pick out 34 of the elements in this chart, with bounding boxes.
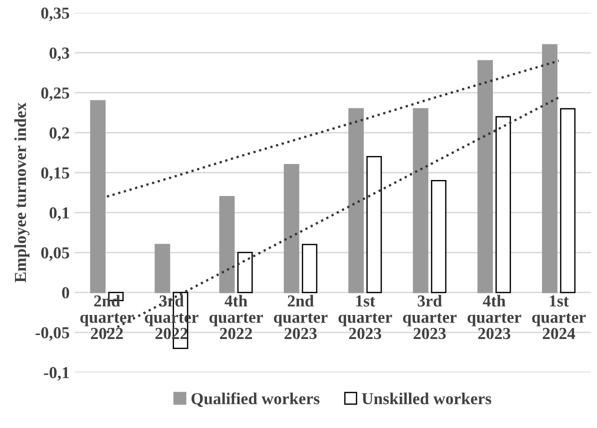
y-tick-label: 0,05 — [41, 247, 70, 261]
y-tick-label: 0,3 — [50, 47, 70, 62]
bar — [284, 164, 300, 294]
x-tick-label: 4th quarter 2022 — [209, 294, 263, 340]
bar — [430, 180, 446, 294]
bar — [542, 44, 558, 294]
y-tick-label: -0,1 — [44, 367, 69, 381]
bar — [366, 156, 382, 294]
legend-label: Unskilled workers — [362, 392, 492, 404]
y-tick-label: 0,1 — [50, 207, 69, 221]
legend-label: Qualified workers — [192, 392, 320, 407]
line-series — [106, 60, 560, 198]
x-tick-label: 2nd quarter 2023 — [274, 294, 328, 340]
x-tick-label: 1st quarter 2023 — [338, 295, 392, 340]
bar — [496, 116, 511, 294]
y-tick-label: 0,15 — [41, 167, 70, 181]
x-tick-label: 1st quarter 2024 — [532, 295, 586, 340]
bar — [237, 252, 253, 294]
bar — [154, 244, 170, 294]
bar — [412, 108, 428, 294]
y-tick-label: 0 — [62, 287, 70, 298]
bar — [219, 196, 235, 294]
bar — [477, 60, 493, 294]
bar — [302, 244, 318, 294]
y-axis-title: Employee turnover index — [14, 102, 30, 282]
y-tick-label: 0,25 — [41, 87, 70, 102]
x-tick-label: 4th quarter 2023 — [468, 294, 522, 340]
x-tick-label: 3rd quarter 2023 — [403, 294, 457, 340]
y-tick-label: 0,35 — [41, 8, 70, 22]
y-tick-label: -0,05 — [36, 327, 70, 341]
y-tick-label: 0,2 — [50, 127, 70, 142]
bar — [90, 100, 106, 294]
bar — [560, 108, 576, 294]
bar — [348, 108, 364, 294]
